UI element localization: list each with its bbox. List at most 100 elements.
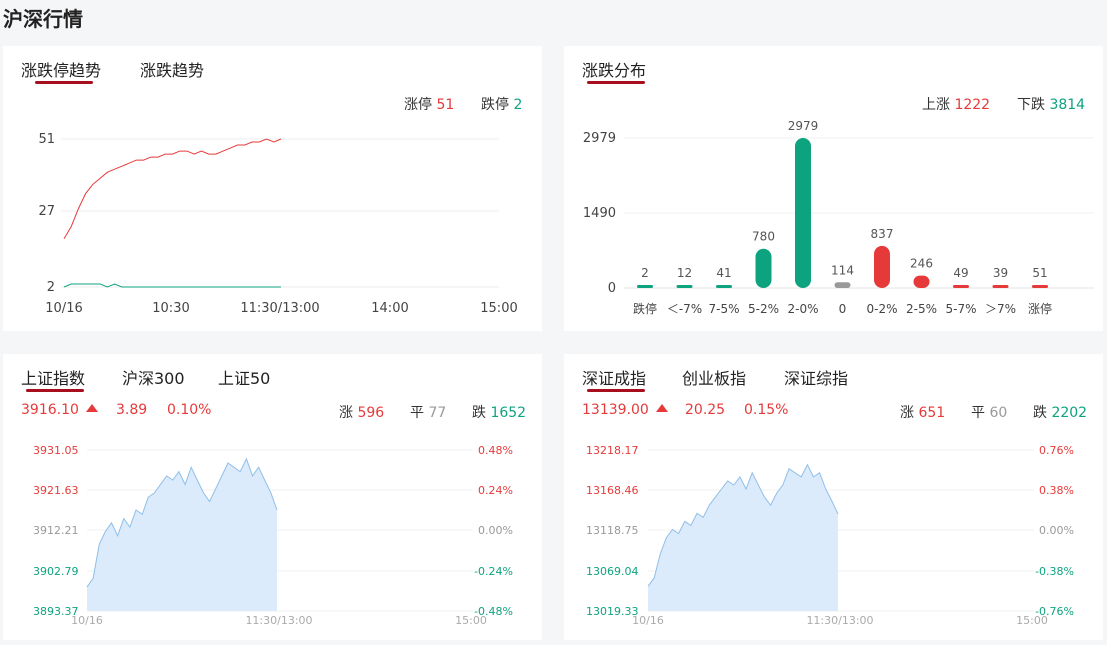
- fall-value: 3814: [1049, 97, 1086, 113]
- price-tick: 3931.05: [33, 444, 79, 457]
- sh-index-panel: 上证指数 沪深300 上证50 3916.10 3.89 0.10% 涨 596…: [3, 354, 542, 640]
- index-area: [648, 464, 838, 611]
- limit-trend-panel: 涨跌停趋势 涨跌趋势 涨停 51 跌停 2 51 27 2 10/16 10:3…: [3, 46, 542, 331]
- y-tick-label: 51: [38, 132, 55, 147]
- distribution-bar[interactable]: [1032, 285, 1048, 288]
- sh-index-chart: 3931.05 3921.63 3912.21 3902.79 3893.37 …: [33, 444, 513, 627]
- distribution-bar[interactable]: [637, 285, 653, 288]
- tab-up-down-trend[interactable]: 涨跌趋势: [140, 61, 205, 80]
- arrow-up-icon: [86, 404, 99, 412]
- y-tick-label: 27: [38, 204, 55, 219]
- bar-value-label: 51: [1032, 266, 1047, 280]
- rise-value: 596: [357, 405, 385, 421]
- flat-label: 平: [971, 405, 985, 421]
- flat-count: 平 60: [971, 402, 1007, 422]
- y-tick-label: 1490: [583, 206, 616, 221]
- index-price-row: 13139.00: [582, 402, 669, 418]
- rise-value: 1222: [954, 97, 991, 113]
- tab-sz-component[interactable]: 深证成指: [582, 369, 647, 388]
- bar-value-label: 114: [831, 263, 854, 277]
- pct-tick: 0.38%: [1039, 484, 1074, 497]
- flat-value: 60: [989, 405, 1008, 421]
- rise-label: 上涨: [922, 97, 950, 113]
- pct-tick: -0.76%: [1035, 605, 1074, 618]
- fall-value: 1652: [490, 405, 527, 421]
- index-change: 20.25: [685, 402, 726, 418]
- pct-tick: -0.48%: [474, 605, 513, 618]
- bar-category-label: 7-5%: [708, 302, 739, 316]
- limit-down-label: 跌停: [481, 97, 509, 113]
- pct-tick: 0.48%: [478, 444, 513, 457]
- sz-index-chart: 13218.17 13168.46 13118.75 13069.04 1301…: [586, 444, 1074, 627]
- distribution-bar[interactable]: [953, 285, 969, 288]
- pct-tick: 0.00%: [478, 524, 513, 537]
- bar-category-label: 5-2%: [748, 302, 779, 316]
- distribution-bar[interactable]: [795, 138, 811, 288]
- price-tick: 13168.46: [586, 484, 639, 497]
- x-tick-label: 10:30: [152, 301, 189, 316]
- pct-tick: 0.24%: [478, 484, 513, 497]
- limit-up-value: 51: [436, 97, 455, 113]
- distribution-panel: 涨跌分布 上涨 1222 下跌 3814 2979 1490 0 2 跌停 12 ＜-…: [564, 46, 1103, 331]
- distribution-bar[interactable]: [913, 275, 930, 288]
- fall-count: 跌 1652: [472, 402, 526, 422]
- bar-category-label: ＞7%: [985, 302, 1016, 316]
- bar-category-label: 0: [839, 302, 847, 316]
- index-line: [647, 463, 839, 587]
- bar-value-label: 2979: [788, 119, 819, 133]
- limit-trend-chart: 51 27 2 10/16 10:30 11:30/13:00 14:00 15…: [38, 132, 517, 316]
- distribution-bar[interactable]: [716, 285, 732, 288]
- price-tick: 13019.33: [586, 605, 639, 618]
- x-tick-label: 10/16: [45, 301, 82, 316]
- limit-up-stat: 涨停 51: [404, 94, 454, 114]
- distribution-bar[interactable]: [992, 285, 1009, 288]
- distribution-chart: 2979 1490 0 2 跌停 12 ＜-7% 41 7-5% 780 5-2% 2979 2-…: [583, 119, 1094, 316]
- fall-count-stat: 下跌 3814: [1017, 94, 1085, 114]
- tab-distribution[interactable]: 涨跌分布: [582, 61, 647, 80]
- index-line: [86, 457, 278, 588]
- fall-label: 跌: [472, 405, 486, 421]
- tab-limit-trend[interactable]: 涨跌停趋势: [21, 61, 102, 80]
- bar-value-label: 780: [752, 230, 775, 244]
- distribution-bar[interactable]: [874, 245, 890, 288]
- tab-hs300[interactable]: 沪深300: [122, 369, 185, 388]
- fall-count: 跌 2202: [1033, 402, 1087, 422]
- active-tab-indicator: [587, 389, 645, 392]
- tab-sz-composite[interactable]: 深证综指: [784, 369, 849, 388]
- pct-tick: -0.38%: [1035, 565, 1074, 578]
- index-price-row: 3916.10: [21, 402, 99, 418]
- bar-value-label: 837: [871, 227, 894, 241]
- index-change-pct: 0.10%: [167, 402, 212, 418]
- bar-category-label: 涨停: [1028, 301, 1052, 316]
- index-change-pct: 0.15%: [744, 402, 789, 418]
- price-tick: 3921.63: [33, 484, 79, 497]
- fall-value: 2202: [1051, 405, 1088, 421]
- price-tick: 3902.79: [33, 565, 79, 578]
- rise-count-stat: 上涨 1222: [922, 94, 990, 114]
- active-tab-indicator: [587, 81, 645, 84]
- x-tick-label: 14:00: [371, 301, 408, 316]
- x-tick-label: 10/16: [71, 614, 103, 627]
- distribution-bar[interactable]: [676, 285, 693, 288]
- limit-up-label: 涨停: [404, 97, 432, 113]
- tab-sz50[interactable]: 上证50: [218, 369, 271, 388]
- x-tick-label: 15:00: [1016, 614, 1048, 627]
- bar-value-label: 2: [641, 266, 649, 280]
- rise-label: 涨: [900, 405, 914, 421]
- distribution-bar[interactable]: [834, 282, 851, 288]
- price-tick: 13218.17: [586, 444, 639, 457]
- pct-tick: -0.24%: [474, 565, 513, 578]
- bar-value-label: 41: [716, 266, 731, 280]
- limit-down-value: 2: [513, 97, 523, 113]
- bar-category-label: 跌停: [633, 301, 657, 316]
- flat-value: 77: [428, 405, 447, 421]
- bar-category-label: 2-5%: [906, 302, 937, 316]
- x-tick-label: 11:30/13:00: [806, 614, 873, 627]
- distribution-bar[interactable]: [755, 248, 772, 288]
- bar-value-label: 246: [910, 257, 933, 271]
- tab-chinext[interactable]: 创业板指: [682, 369, 747, 388]
- active-tab-indicator: [35, 81, 93, 84]
- price-tick: 3912.21: [33, 524, 79, 537]
- x-tick-label: 11:30/13:00: [245, 614, 312, 627]
- tab-sh-composite[interactable]: 上证指数: [21, 369, 86, 388]
